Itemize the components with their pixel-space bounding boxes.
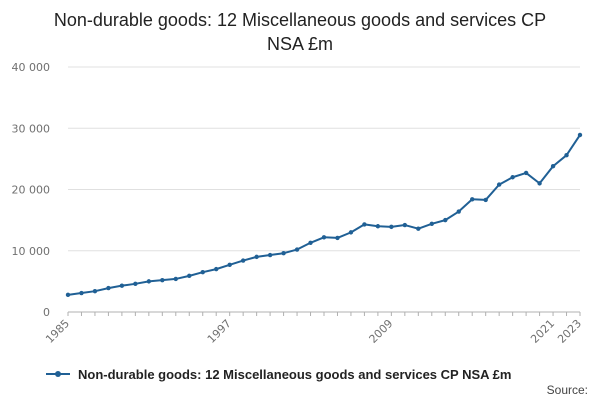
x-tick-label-2009: 2009: [366, 317, 395, 346]
legend-line-marker-icon: [46, 368, 70, 380]
data-point-2016[interactable]: [483, 197, 488, 203]
x-tick-label-2023: 2023: [555, 317, 584, 346]
y-tick-label-4: 40 000: [12, 61, 51, 74]
series: [65, 132, 583, 298]
series-line-0: [67, 134, 581, 296]
data-point-2017[interactable]: [496, 182, 502, 187]
data-point-1993[interactable]: [173, 276, 178, 282]
data-point-2006[interactable]: [348, 230, 354, 235]
data-point-1988[interactable]: [106, 285, 111, 291]
data-point-2004[interactable]: [321, 235, 327, 240]
data-point-1996[interactable]: [214, 266, 219, 272]
legend[interactable]: Non-durable goods: 12 Miscellaneous good…: [46, 366, 511, 382]
legend-label: Non-durable goods: 12 Miscellaneous good…: [78, 366, 512, 382]
data-point-1990[interactable]: [133, 281, 138, 287]
data-point-2003[interactable]: [308, 240, 313, 245]
data-point-1991[interactable]: [146, 279, 152, 284]
data-point-1994[interactable]: [187, 273, 192, 279]
data-point-2018[interactable]: [510, 175, 515, 180]
data-point-2020[interactable]: [537, 181, 542, 186]
data-point-2002[interactable]: [294, 247, 300, 252]
data-point-2001[interactable]: [281, 251, 286, 256]
data-point-2023[interactable]: [577, 132, 583, 138]
data-point-2012[interactable]: [429, 221, 434, 226]
y-tick-label-3: 30 000: [12, 122, 51, 135]
data-point-1997[interactable]: [227, 262, 232, 268]
data-point-2022[interactable]: [564, 153, 569, 158]
chart-title-line-2: NSA £m: [266, 34, 334, 54]
gridlines: [68, 66, 580, 252]
data-point-1986[interactable]: [79, 290, 84, 296]
data-point-2010[interactable]: [402, 222, 408, 228]
data-point-2009[interactable]: [389, 224, 394, 230]
data-point-1987[interactable]: [92, 288, 98, 294]
source-label: Source:: [546, 383, 588, 397]
data-point-2000[interactable]: [267, 252, 273, 258]
data-point-1992[interactable]: [160, 277, 165, 283]
data-point-2008[interactable]: [375, 224, 381, 229]
data-point-2011[interactable]: [416, 226, 421, 231]
data-point-2005[interactable]: [335, 235, 340, 241]
data-point-1989[interactable]: [119, 283, 125, 288]
chart-title-line-1: Non-durable goods: 12 Miscellaneous good…: [53, 10, 547, 30]
data-point-2019[interactable]: [523, 170, 529, 176]
data-point-1998[interactable]: [240, 258, 246, 263]
data-point-2021[interactable]: [550, 164, 556, 169]
chart-title: Non-durable goods: 12 Miscellaneous good…: [0, 8, 600, 56]
data-point-2013[interactable]: [443, 217, 448, 223]
y-tick-label-1: 10 000: [12, 245, 51, 258]
data-point-2015[interactable]: [470, 197, 475, 202]
y-axis-labels: 0 10 000 20 000 30 000 40 000: [12, 61, 51, 319]
data-point-2014[interactable]: [456, 209, 461, 214]
data-point-1995[interactable]: [200, 269, 205, 275]
y-tick-label-0: 0: [43, 306, 50, 319]
data-point-2007[interactable]: [362, 222, 367, 227]
axes: [67, 311, 581, 316]
x-tick-label-1985: 1985: [43, 317, 72, 346]
x-tick-label-1997: 1997: [205, 317, 234, 346]
data-point-1985[interactable]: [65, 292, 71, 298]
data-point-1999[interactable]: [254, 254, 259, 260]
x-tick-label-2021: 2021: [528, 317, 557, 346]
y-tick-label-2: 20 000: [12, 184, 51, 197]
